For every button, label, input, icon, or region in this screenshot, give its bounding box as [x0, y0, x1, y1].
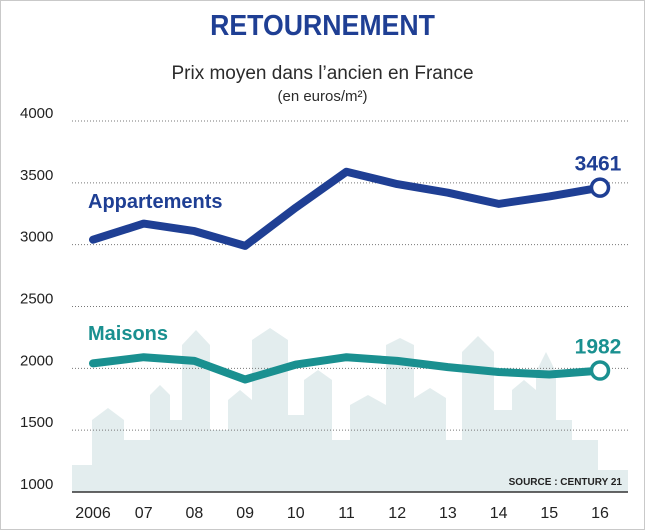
- series-end-marker: [589, 360, 611, 381]
- x-tick-label: 14: [490, 505, 508, 522]
- source-note: SOURCE : CENTURY 21: [509, 477, 623, 488]
- y-axis: 4000 3500 3000 2500 2000 1500 1000: [20, 105, 53, 493]
- x-tick-label: 09: [236, 505, 254, 522]
- x-tick-label: 10: [287, 505, 305, 522]
- x-tick-label: 11: [338, 505, 355, 522]
- series-label-maisons: Maisons: [88, 323, 168, 345]
- x-tick-label: 2006: [75, 505, 111, 522]
- series-group: Appartements 3461 Maisons 1982: [88, 153, 622, 384]
- x-tick-label: 16: [591, 505, 609, 522]
- y-tick-label: 3000: [20, 229, 53, 246]
- x-tick-label: 15: [540, 505, 558, 522]
- skyline-silhouette: [72, 328, 628, 492]
- series-end-marker: [589, 177, 611, 198]
- y-tick-label: 4000: [20, 105, 53, 122]
- series-line-appartements: [89, 167, 604, 250]
- chart-unit: (en euros/m²): [277, 88, 368, 105]
- y-tick-label: 1000: [20, 476, 53, 493]
- series-end-value: 3461: [575, 153, 622, 176]
- series-line-maisons: [89, 353, 604, 384]
- y-tick-label: 1500: [20, 414, 53, 431]
- y-tick-label: 2500: [20, 291, 53, 308]
- series-label-appartements: Appartements: [88, 191, 222, 213]
- x-tick-label: 13: [439, 505, 457, 522]
- y-tick-label: 3500: [20, 167, 53, 184]
- x-tick-label: 12: [388, 505, 406, 522]
- y-tick-label: 2000: [20, 352, 53, 369]
- x-tick-label: 07: [135, 505, 153, 522]
- chart-subtitle: Prix moyen dans l’ancien en France: [171, 63, 474, 84]
- chart-title: RETOURNEMENT: [210, 10, 435, 42]
- background-skyline: [72, 328, 628, 492]
- x-tick-label: 08: [186, 505, 204, 522]
- x-axis: 2006 07 08 09 10 11 12 13 14 15 16: [72, 491, 628, 522]
- series-end-value: 1982: [575, 336, 622, 359]
